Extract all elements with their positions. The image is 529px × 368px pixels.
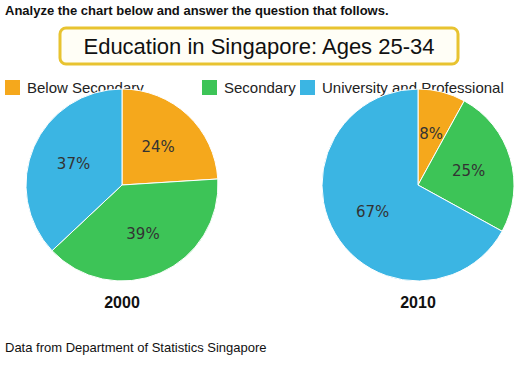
legend-swatch xyxy=(5,80,20,95)
pie: 24% 39% 37% xyxy=(26,89,218,281)
title-box xyxy=(60,28,458,64)
data-label: 25% xyxy=(452,162,485,180)
data-label: 37% xyxy=(57,155,90,173)
title: Education in Singapore: Ages 25-34 xyxy=(83,34,434,59)
legend-label: Secondary xyxy=(224,79,296,96)
data-label: 8% xyxy=(419,125,443,143)
pie-slice xyxy=(322,89,502,281)
data-label: 39% xyxy=(126,225,159,243)
pie-slice xyxy=(122,89,218,185)
legend-swatch xyxy=(202,80,217,95)
pie-title: 2010 xyxy=(400,294,436,311)
chart-canvas: Analyze the chart below and answer the q… xyxy=(0,0,529,368)
data-label: 24% xyxy=(141,138,174,156)
pie: 8% 25% 67% xyxy=(322,89,514,281)
pie-slice xyxy=(26,89,122,251)
pie-title: 2000 xyxy=(104,294,140,311)
instruction: Analyze the chart below and answer the q… xyxy=(5,3,389,18)
source: Data from Department of Statistics Singa… xyxy=(5,340,267,355)
legend-swatch xyxy=(300,80,315,95)
data-label: 67% xyxy=(356,203,389,221)
